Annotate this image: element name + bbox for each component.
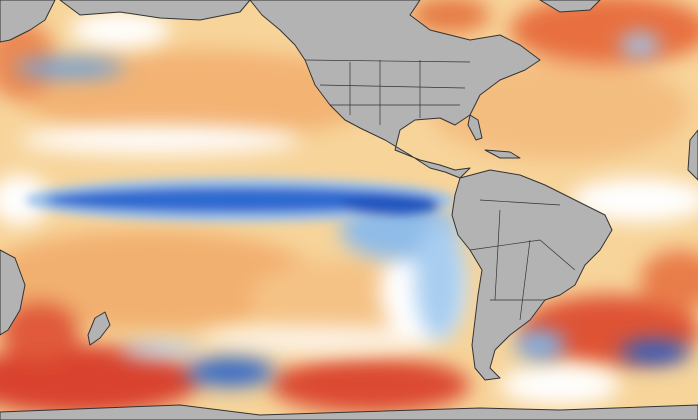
cool-patches	[15, 33, 690, 386]
arctic-north	[59, 0, 251, 21]
south-america	[451, 169, 613, 381]
antarctica-edge	[0, 404, 698, 420]
europe-edge	[687, 129, 698, 181]
greenland-edge	[539, 0, 601, 13]
new-zealand	[87, 311, 111, 346]
australia-edge	[0, 249, 26, 336]
caribbean	[484, 149, 521, 159]
equatorial-cold-tongue	[25, 178, 455, 222]
north-america	[249, 0, 541, 179]
asia-corner	[0, 0, 56, 43]
florida	[467, 114, 483, 141]
borders	[304, 59, 576, 321]
